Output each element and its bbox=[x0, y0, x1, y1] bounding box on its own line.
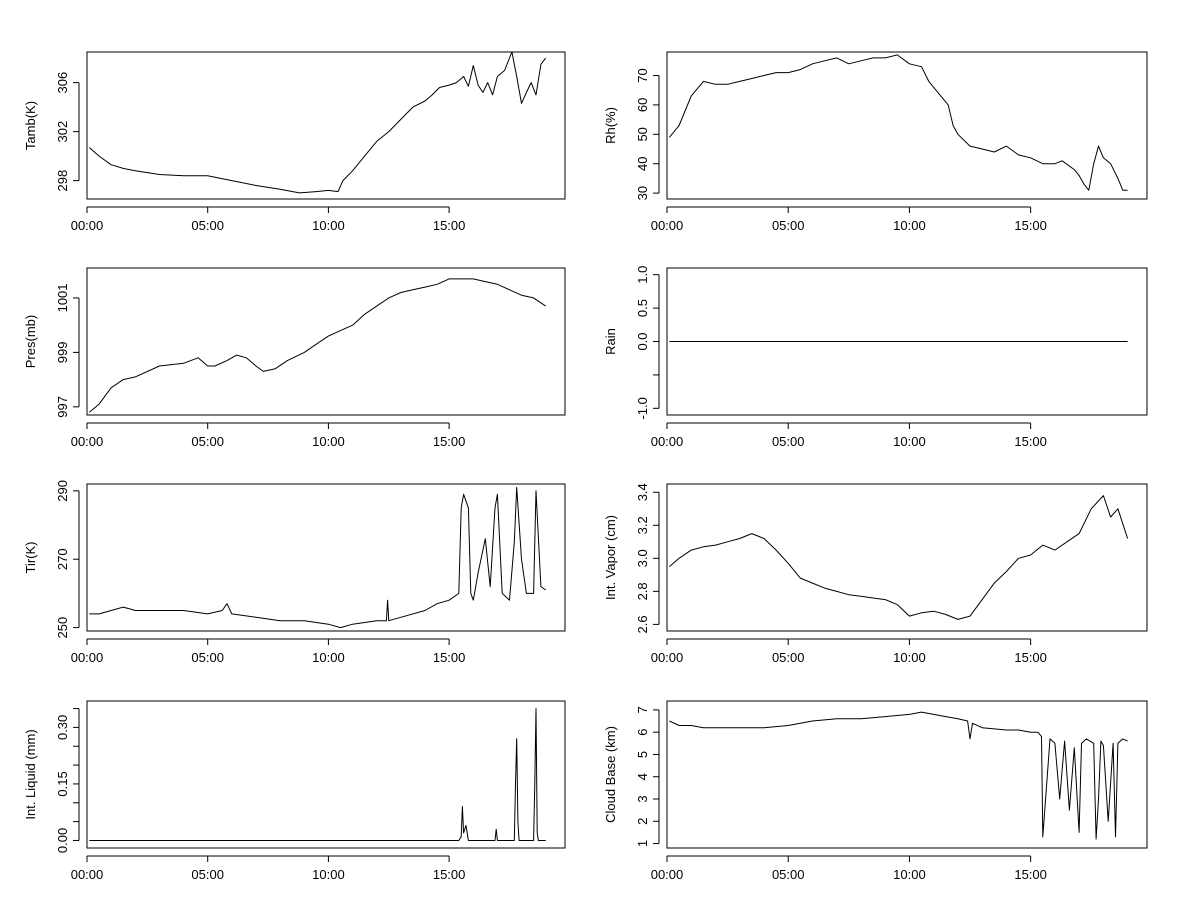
x-tick-label: 10:00 bbox=[893, 218, 926, 233]
y-tick-label: 298 bbox=[55, 170, 70, 192]
y-tick-label: 270 bbox=[55, 548, 70, 570]
x-tick-label: 00:00 bbox=[71, 218, 104, 233]
y-tick-label: 3.2 bbox=[635, 516, 650, 534]
y-tick-label: 2.8 bbox=[635, 582, 650, 600]
y-tick-label: 0.30 bbox=[55, 715, 70, 740]
plot-frame bbox=[666, 267, 1148, 416]
plot-frame bbox=[86, 700, 566, 849]
x-tick-label: 15:00 bbox=[1014, 218, 1047, 233]
x-tick-label: 10:00 bbox=[893, 434, 926, 449]
panel-rh: 00:00 05:00 10:00 15:00 30 40 50 60 70 Rh(%) bbox=[603, 51, 1148, 233]
y-tick-label: 0.0 bbox=[635, 332, 650, 350]
x-tick-label: 05:00 bbox=[191, 434, 224, 449]
panel-tir: 00:00 05:00 10:00 15:00 250 270 290 Tir(K) bbox=[23, 480, 566, 665]
x-tick-label: 00:00 bbox=[651, 867, 684, 882]
y-tick-label: 60 bbox=[635, 98, 650, 112]
y-tick-label: 3 bbox=[635, 795, 650, 802]
plot-frame bbox=[86, 51, 566, 200]
x-tick-label: 00:00 bbox=[651, 218, 684, 233]
plot-frame bbox=[666, 700, 1148, 849]
y-axis-label: Tir(K) bbox=[23, 541, 38, 573]
y-tick-label: 3.0 bbox=[635, 549, 650, 567]
y-tick-label: 1001 bbox=[55, 283, 70, 312]
y-tick-label: 50 bbox=[635, 127, 650, 141]
panel-cloudbase: 00:00 05:00 10:00 15:00 1 2 3 4 5 6 7 Cloud Base (k… bbox=[603, 700, 1148, 882]
cloudbase-series-line bbox=[669, 711, 1128, 840]
y-tick-label: 1 bbox=[635, 840, 650, 847]
tir-series-line bbox=[89, 486, 546, 629]
x-tick-label: 15:00 bbox=[433, 434, 466, 449]
y-axis-label: Pres(mb) bbox=[23, 315, 38, 368]
x-tick-label: 10:00 bbox=[312, 650, 345, 665]
x-tick-label: 05:00 bbox=[772, 867, 805, 882]
x-tick-label: 05:00 bbox=[772, 650, 805, 665]
y-tick-label: 6 bbox=[635, 729, 650, 736]
plot-frame bbox=[666, 51, 1148, 200]
y-tick-label: 2 bbox=[635, 818, 650, 825]
y-tick-label: 40 bbox=[635, 156, 650, 170]
y-axis-label: Rh(%) bbox=[603, 107, 618, 144]
y-tick-label: 3.4 bbox=[635, 483, 650, 501]
x-tick-label: 10:00 bbox=[312, 867, 345, 882]
y-axis-label: Tamb(K) bbox=[23, 101, 38, 150]
y-tick-label: 70 bbox=[635, 68, 650, 82]
x-tick-label: 00:00 bbox=[71, 867, 104, 882]
x-tick-label: 00:00 bbox=[71, 434, 104, 449]
x-tick-label: 10:00 bbox=[312, 434, 345, 449]
pres-series-line bbox=[89, 278, 546, 413]
x-tick-label: 00:00 bbox=[651, 434, 684, 449]
panel-liquid: 00:00 05:00 10:00 15:00 0.00 0.15 0.30 Int. Liq… bbox=[23, 700, 566, 882]
x-tick-label: 05:00 bbox=[191, 867, 224, 882]
y-tick-label: 1.0 bbox=[635, 266, 650, 284]
y-axis-label: Int. Liquid (mm) bbox=[23, 729, 38, 819]
plot-frame bbox=[86, 267, 566, 416]
y-tick-label: 2.6 bbox=[635, 615, 650, 633]
plot-frame bbox=[86, 483, 566, 632]
x-tick-label: 00:00 bbox=[651, 650, 684, 665]
y-tick-label: 0.00 bbox=[55, 828, 70, 853]
y-tick-label: 290 bbox=[55, 480, 70, 502]
x-tick-label: 05:00 bbox=[191, 650, 224, 665]
y-axis-label: Cloud Base (km) bbox=[603, 726, 618, 823]
x-tick-label: 15:00 bbox=[433, 867, 466, 882]
x-tick-label: 15:00 bbox=[1014, 434, 1047, 449]
x-tick-label: 15:00 bbox=[1014, 867, 1047, 882]
tamb-series-line bbox=[89, 51, 547, 194]
x-tick-label: 15:00 bbox=[1014, 650, 1047, 665]
liquid-series-line bbox=[89, 708, 546, 841]
y-tick-label: 4 bbox=[635, 773, 650, 780]
panel-pres: 00:00 05:00 10:00 15:00 997 999 1001 Pres(mb) bbox=[23, 267, 566, 449]
y-tick-label: 7 bbox=[635, 706, 650, 713]
y-axis-label: Int. Vapor (cm) bbox=[603, 515, 618, 600]
x-tick-label: 05:00 bbox=[191, 218, 224, 233]
y-tick-label: 997 bbox=[55, 396, 70, 418]
y-tick-label: 30 bbox=[635, 186, 650, 200]
y-tick-label: 0.15 bbox=[55, 771, 70, 796]
x-tick-label: 15:00 bbox=[433, 650, 466, 665]
x-tick-label: 10:00 bbox=[893, 650, 926, 665]
y-tick-label: 250 bbox=[55, 617, 70, 639]
panel-rain: 00:00 05:00 10:00 15:00 -1.0 0.0 0.5 1.0 Rain bbox=[603, 266, 1148, 449]
y-tick-label: 302 bbox=[55, 121, 70, 143]
x-tick-label: 10:00 bbox=[893, 867, 926, 882]
x-tick-label: 10:00 bbox=[312, 218, 345, 233]
plot-frame bbox=[666, 483, 1148, 632]
x-tick-label: 15:00 bbox=[433, 218, 466, 233]
y-tick-label: 0.5 bbox=[635, 299, 650, 317]
y-tick-label: -1.0 bbox=[635, 397, 650, 419]
panel-tamb: 00:00 05:00 10:00 15:00 298 302 306 Tamb(K) bbox=[23, 51, 566, 233]
y-tick-label: 999 bbox=[55, 342, 70, 364]
x-tick-label: 05:00 bbox=[772, 218, 805, 233]
y-tick-label: 5 bbox=[635, 751, 650, 758]
panel-vapor: 00:00 05:00 10:00 15:00 2.6 2.8 3.0 3.2 3.4 Int. … bbox=[603, 483, 1148, 665]
rh-series-line bbox=[669, 54, 1128, 191]
y-tick-label: 306 bbox=[55, 72, 70, 94]
vapor-series-line bbox=[669, 495, 1129, 620]
x-tick-label: 05:00 bbox=[772, 434, 805, 449]
y-axis-label: Rain bbox=[603, 328, 618, 355]
x-tick-label: 00:00 bbox=[71, 650, 104, 665]
